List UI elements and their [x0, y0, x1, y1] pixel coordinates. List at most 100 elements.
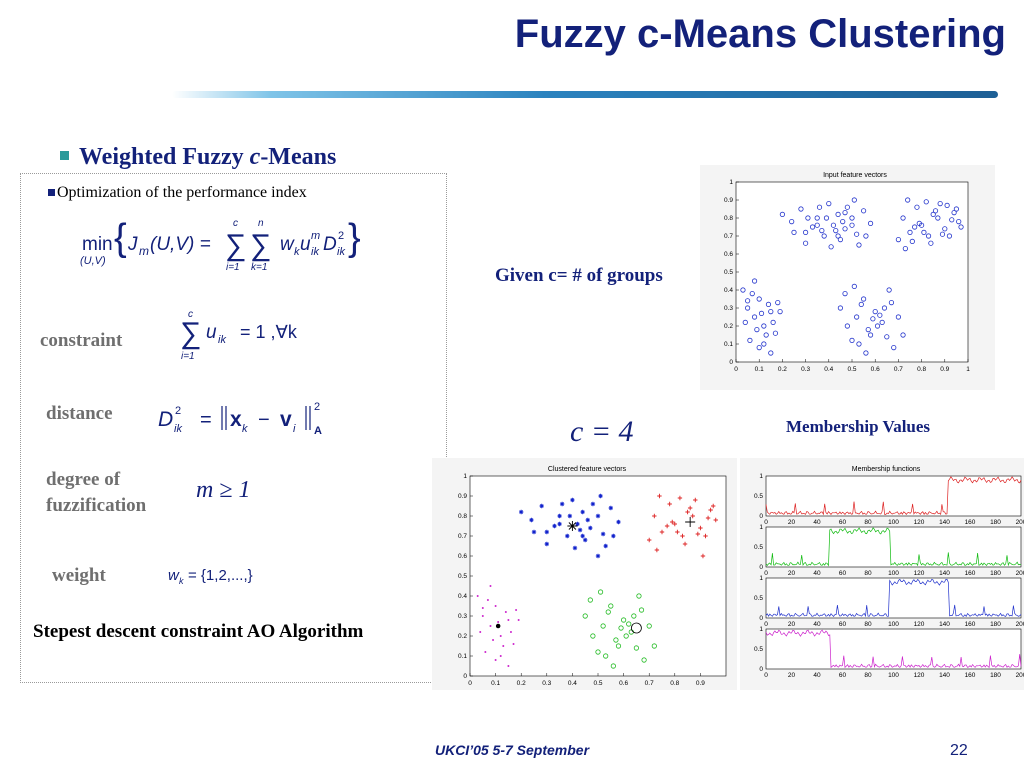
data-point: [698, 525, 703, 531]
J-text: J: [127, 234, 138, 255]
x-tick-label: 40: [813, 672, 821, 679]
y-tick-label: 0.8: [458, 513, 467, 520]
data-point: [708, 507, 713, 513]
data-point: [861, 296, 867, 302]
data-point: [567, 513, 573, 519]
data-point: [814, 222, 820, 228]
y-tick-label: 0.3: [458, 613, 467, 620]
data-point: [703, 533, 708, 539]
distance-equals: =: [200, 409, 212, 431]
data-point: [507, 665, 510, 667]
data-point: [751, 314, 758, 320]
x-tick-label: 0.3: [542, 680, 551, 687]
data-point: [942, 226, 948, 232]
x-tick-label: 0.5: [593, 680, 602, 687]
y-tick-label: 0.5: [458, 573, 467, 580]
x-tick-label: 120: [914, 672, 925, 679]
data-point: [756, 296, 762, 302]
y-tick-label: 0: [759, 666, 763, 673]
clustered-chart-title: Clustered feature vectors: [548, 466, 627, 473]
data-point: [616, 519, 621, 525]
membership-functions-chart: Membership functions 00.510 20 40 60 80 100 12…: [740, 458, 1024, 690]
data-point: [849, 215, 855, 221]
fuzzification-label: degree of fuzzification: [46, 467, 146, 519]
data-point: [512, 643, 515, 645]
distance-formula: D 2 ik = x k − v i 2 A: [158, 401, 322, 437]
data-point: [638, 607, 645, 613]
data-point: [597, 589, 604, 595]
data-point: [895, 237, 901, 243]
data-point: [858, 301, 864, 307]
data-point: [905, 197, 911, 203]
data-point: [791, 229, 797, 236]
data-point: [765, 301, 772, 307]
data-point: [881, 305, 888, 311]
x-tick-label: 160: [965, 621, 976, 628]
data-point: [693, 497, 698, 503]
x-tick-label: 100: [888, 621, 899, 628]
data-point: [670, 519, 675, 525]
distance-label: distance: [46, 403, 113, 424]
x-tick-label: 0: [764, 570, 768, 577]
data-point: [509, 631, 512, 633]
x-tick-label: 160: [965, 672, 976, 679]
data-point: [494, 659, 497, 661]
sum2-bottom: k=1: [251, 262, 267, 273]
data-point: [499, 655, 502, 657]
y-tick-label: 0.7: [724, 233, 733, 240]
data-point: [659, 529, 665, 535]
data-point: [657, 493, 662, 499]
data-point: [572, 545, 578, 551]
x-tick-label: 180: [990, 519, 1001, 526]
data-point: [600, 531, 606, 537]
data-point: [544, 541, 549, 547]
data-point: [937, 200, 943, 207]
x-tick-label: 200: [1016, 519, 1024, 526]
data-point: [654, 547, 660, 553]
data-point: [713, 517, 718, 523]
input-chart-title: Input feature vectors: [823, 172, 887, 179]
footer-text: UKCI’05 5-7 September: [434, 742, 590, 758]
data-point: [816, 204, 823, 210]
x-tick-label: 160: [965, 570, 976, 577]
y-tick-label: 1: [759, 473, 763, 480]
right-brace: }: [348, 217, 361, 259]
data-point: [935, 215, 941, 221]
data-point: [742, 319, 748, 325]
data-point: [814, 215, 820, 221]
left-brace: {: [114, 217, 127, 259]
x-tick-label: 140: [939, 621, 950, 628]
data-point: [951, 209, 957, 216]
data-point: [610, 663, 616, 669]
data-point: [476, 595, 479, 597]
x-tick-label: 140: [939, 519, 950, 526]
data-point: [856, 242, 862, 248]
membership-subplot: [765, 577, 1022, 619]
data-point: [582, 613, 588, 619]
x-tick-label: 120: [914, 519, 925, 526]
data-point: [633, 645, 639, 651]
y-tick-label: 0.6: [724, 251, 733, 258]
x-tick-label: 100: [888, 672, 899, 679]
data-point: [842, 291, 848, 297]
membership-series-line: [765, 629, 1022, 669]
data-point: [772, 330, 779, 336]
subbullet-text: Optimization of the performance index: [57, 184, 307, 201]
data-point: [872, 309, 878, 315]
data-point: [763, 332, 769, 338]
y-tick-label: 0.9: [458, 493, 467, 500]
data-point: [577, 527, 583, 533]
membership-subplot: [765, 628, 1022, 670]
D-superscript: 2: [338, 230, 344, 242]
y-tick-label: 1: [759, 575, 763, 582]
data-point: [884, 334, 890, 340]
data-point: [902, 246, 908, 252]
data-point: [803, 229, 809, 236]
y-tick-label: 0: [759, 615, 763, 622]
membership-heading: Membership Values: [786, 417, 931, 436]
data-point: [849, 337, 855, 343]
data-point: [900, 215, 906, 221]
weight-subscript: k: [179, 576, 184, 586]
data-point: [531, 529, 537, 535]
x-tick-label: 200: [1016, 621, 1024, 628]
